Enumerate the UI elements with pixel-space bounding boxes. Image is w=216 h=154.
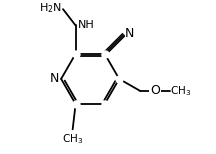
Text: CH$_3$: CH$_3$ [62,132,83,146]
Text: N: N [125,27,135,40]
Text: N: N [50,72,59,85]
Text: CH$_3$: CH$_3$ [170,84,192,98]
Text: H$_2$N: H$_2$N [39,2,62,15]
Text: O: O [150,84,160,97]
Text: NH: NH [78,20,95,30]
